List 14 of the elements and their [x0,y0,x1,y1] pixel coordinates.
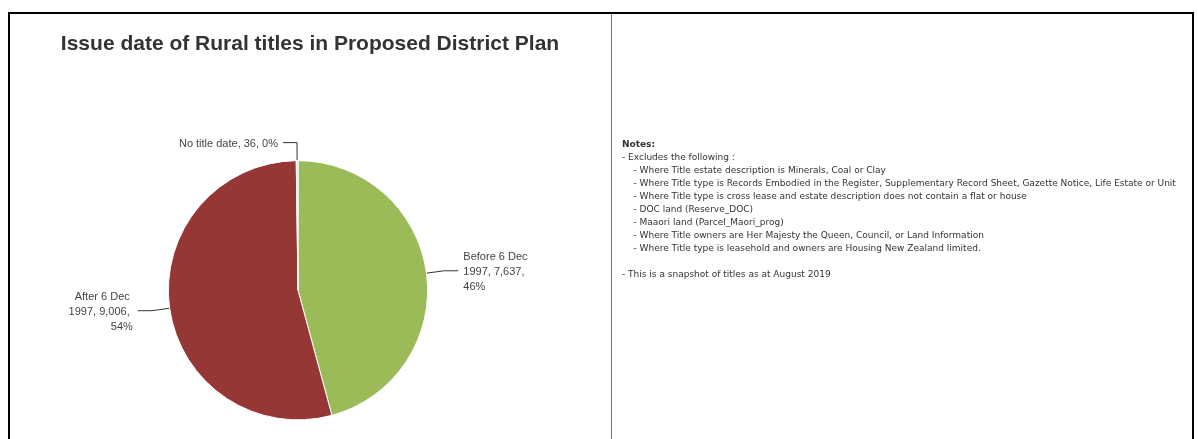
text: - Where Title estate description is Minerals, Coal or Clay [632,164,887,177]
chart-title: Issue date of Rural titles in Proposed District Plan [60,30,560,54]
text: Notes: [622,138,657,151]
slice-label: Before 6 Dec 1997, 7,637, 46% [463,249,531,292]
text: - DOC land (Reserve_DOC) [632,203,754,216]
text: - Excludes the following : [622,151,736,164]
slice-label: No title date, 36, 0% [178,136,279,149]
text: - Where Title type is Records Embodied in the Register, Supplementary Record Sheet, Gazette Notice, Life Estate or Unit [632,177,1177,190]
text: - Where Title owners are Her Majesty the Queen, Council, or Land Information [632,229,985,242]
text: - Where Title type is cross lease and estate description does not contain a flat or house [632,190,1028,203]
text: - This is a snapshot of titles as at August 2019 [622,268,832,281]
text: - Where Title type is leasehold and owners are Housing New Zealand limited. [632,242,982,255]
text: - Maaori land (Parcel_Maori_prog) [632,216,785,229]
slice-label: After 6 Dec 1997, 9,006, 54% [68,289,134,332]
